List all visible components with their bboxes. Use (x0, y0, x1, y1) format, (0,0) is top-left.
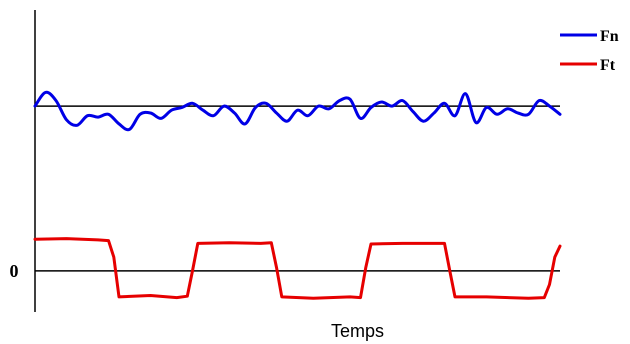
x-axis-label: Temps (331, 321, 384, 341)
y-tick-label-zero: 0 (10, 261, 19, 281)
legend-label-ft: Ft (600, 57, 616, 74)
axes: 0 Temps (10, 10, 560, 341)
legend-label-fn: Fn (600, 28, 619, 45)
series-line-ft (33, 237, 562, 300)
legend: Fn Ft (560, 28, 619, 74)
series-line-fn (33, 90, 562, 132)
series-layer (33, 90, 562, 300)
